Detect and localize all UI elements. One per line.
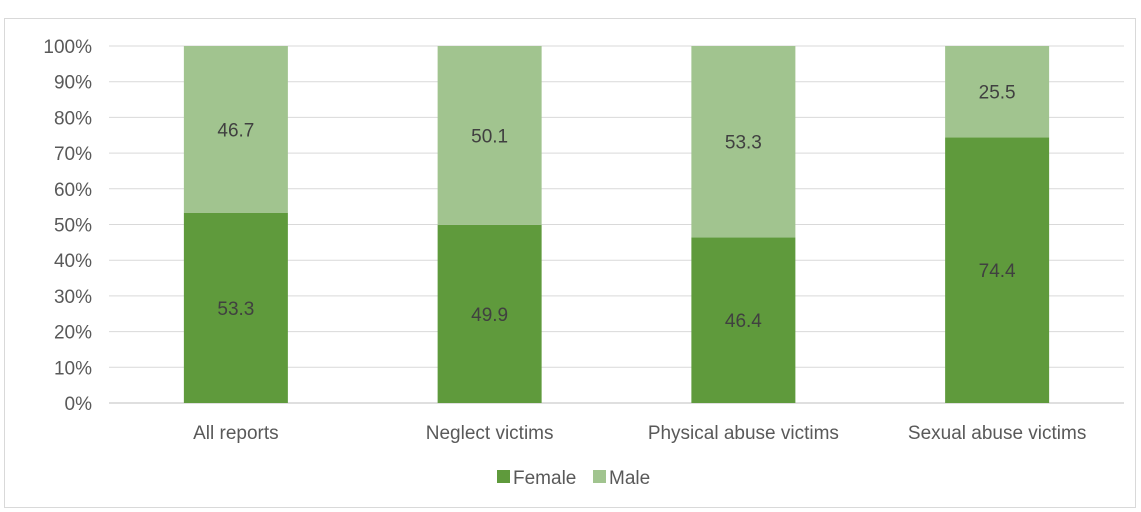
legend: Female Male xyxy=(497,468,650,489)
y-tick-label: 20% xyxy=(54,323,92,344)
y-tick-label: 100% xyxy=(43,37,92,58)
x-tick-label: All reports xyxy=(193,423,279,444)
bar-male xyxy=(183,46,288,213)
legend-label-male: Male xyxy=(609,468,650,489)
x-tick-label: Physical abuse victims xyxy=(648,423,839,444)
y-tick-label: 70% xyxy=(54,144,92,165)
legend-label-female: Female xyxy=(513,468,576,489)
bar-female xyxy=(437,224,542,403)
y-axis: 0% 10% 20% 30% 40% 50% 60% 70% 80% 90% 100% xyxy=(43,37,92,415)
bar-female xyxy=(945,137,1050,403)
legend-swatch-female xyxy=(497,470,510,483)
bars xyxy=(183,46,1050,403)
x-tick-label: Neglect victims xyxy=(426,423,554,444)
bar-male xyxy=(691,46,796,238)
x-axis: All reports Neglect victims Physical abuse… xyxy=(193,423,1086,444)
data-labels: 53.3 46.7 49.9 50.1 46.4 53.3 74.4 25.5 xyxy=(217,83,1016,332)
data-label: 53.3 xyxy=(725,133,762,154)
legend-swatch-male xyxy=(593,470,606,483)
y-tick-label: 40% xyxy=(54,251,92,272)
y-tick-label: 90% xyxy=(54,73,92,94)
data-label: 46.4 xyxy=(725,311,762,332)
y-tick-label: 50% xyxy=(54,216,92,237)
y-tick-label: 30% xyxy=(54,287,92,308)
data-label: 46.7 xyxy=(217,120,254,141)
y-tick-label: 0% xyxy=(65,394,93,415)
data-label: 74.4 xyxy=(979,261,1016,282)
y-tick-label: 10% xyxy=(54,358,92,379)
data-label: 53.3 xyxy=(217,299,254,320)
bar-female xyxy=(183,212,288,403)
y-tick-label: 60% xyxy=(54,180,92,201)
data-label: 49.9 xyxy=(471,305,508,326)
x-tick-label: Sexual abuse victims xyxy=(908,423,1086,444)
y-tick-label: 80% xyxy=(54,108,92,129)
bar-male xyxy=(945,46,1050,138)
bar-male xyxy=(437,46,542,225)
data-label: 50.1 xyxy=(471,126,508,147)
bar-female xyxy=(691,237,796,403)
data-label: 25.5 xyxy=(979,83,1016,104)
